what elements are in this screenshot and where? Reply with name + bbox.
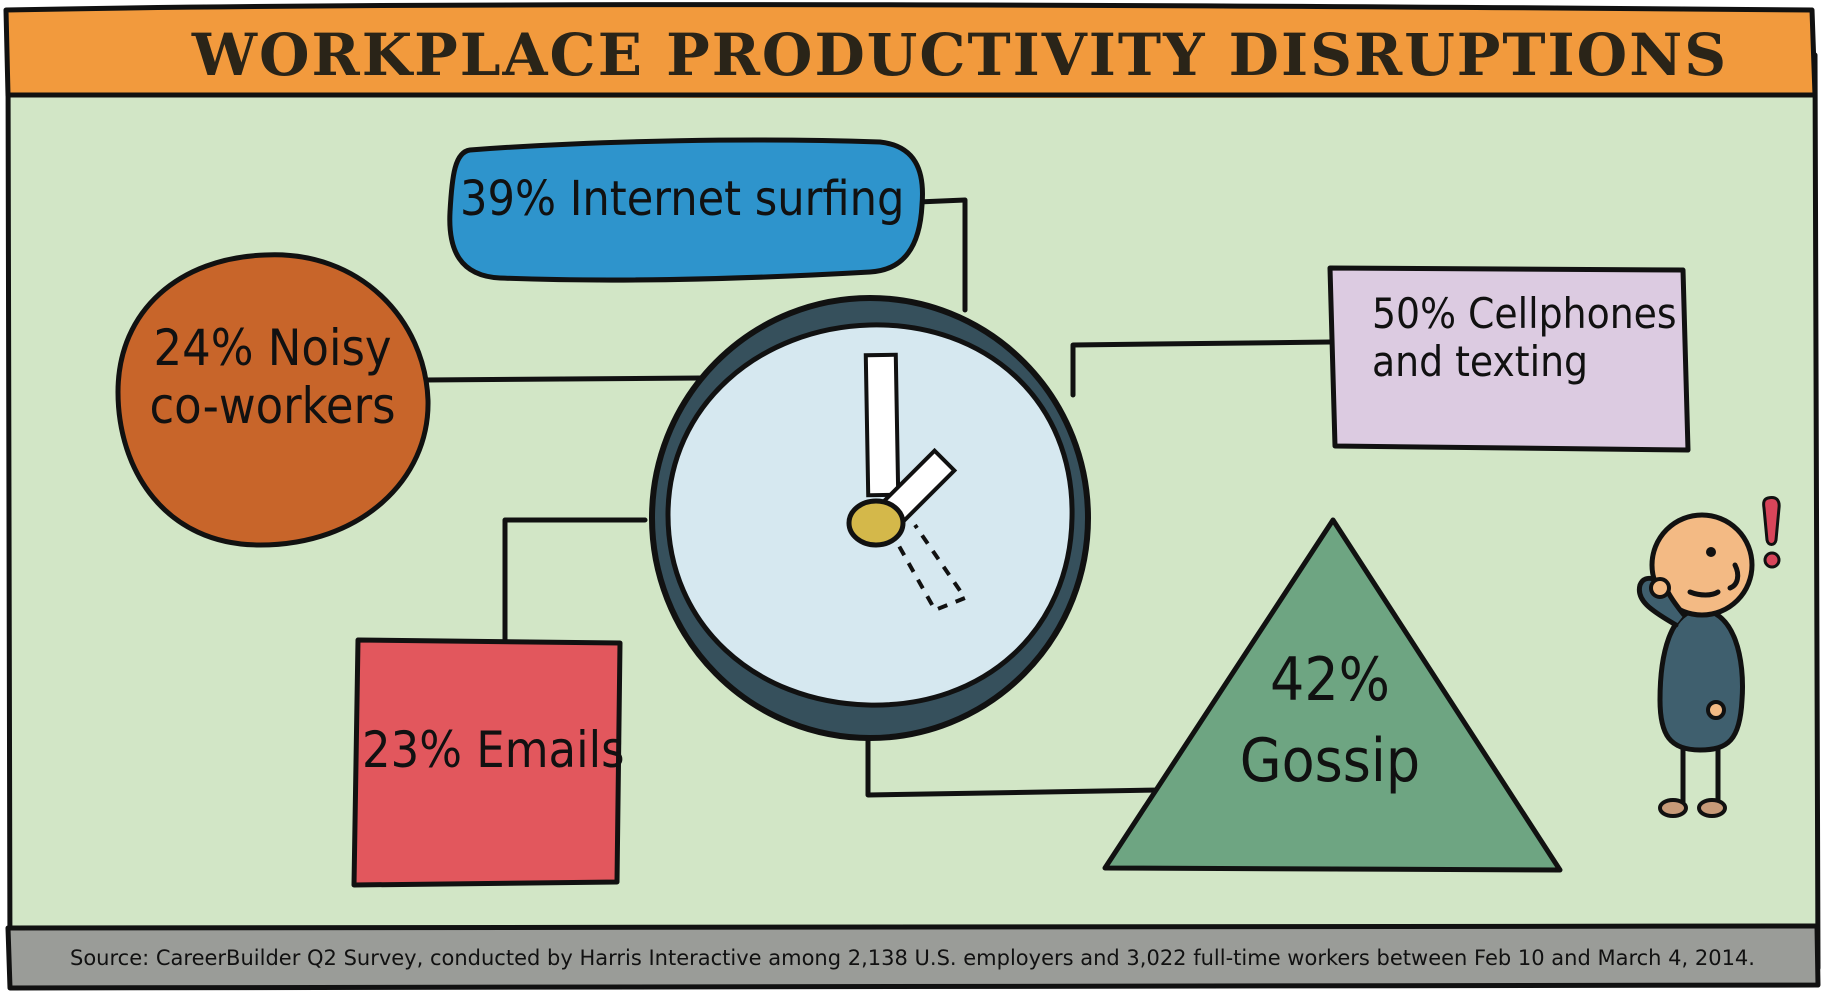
connector-gossip [865,732,1163,798]
page-title: WORKPLACE PRODUCTIVITY DISRUPTIONS [191,21,1729,89]
footer-banner [5,923,1821,991]
noisy-coworkers-blob [115,252,431,548]
internet-surfing-text: Internet surfing [569,171,905,227]
cellphones-box [1327,265,1691,453]
connector-cellphones [1070,339,1333,398]
emails-label: 23% Emails [362,721,625,780]
title-banner [3,2,1818,101]
noisy-coworkers-percent: 24% [153,319,254,377]
emails-box [351,637,623,888]
cellphones-percent: 50% [1372,289,1456,338]
thinking-person-icon [1636,512,1755,818]
emails-text: Emails [476,721,625,779]
connector-lines [422,197,1333,798]
gossip-triangle [1102,517,1563,873]
internet-surfing-percent: 39% [460,171,556,227]
gossip-percent: 42% [1270,645,1390,715]
gossip-text: Gossip [1239,726,1421,796]
cellphones-text-line1: Cellphones [1467,289,1677,338]
connector-emails [502,517,648,643]
source-note: Source: CareerBuilder Q2 Survey, conduct… [70,946,1755,970]
noisy-coworkers-label: 24% Noisy co-workers [130,319,415,435]
cellphones-label: 50% Cellphones and texting [1372,289,1677,387]
wall-clock-icon [649,295,1091,741]
exclamation-icon [1762,496,1781,569]
connector-internet [915,197,968,313]
noisy-coworkers-text-line1: Noisy [267,319,392,377]
connector-noisy [422,375,703,383]
gossip-label: 42% Gossip [1195,640,1465,802]
cellphones-text-line2: and texting [1372,337,1589,387]
emails-percent: 23% [362,721,462,779]
internet-surfing-bubble [447,137,925,283]
clock-shadow-hands [888,523,969,613]
internet-surfing-label: 39% Internet surfing [460,171,904,227]
noisy-coworkers-text-line2: co-workers [149,376,396,435]
